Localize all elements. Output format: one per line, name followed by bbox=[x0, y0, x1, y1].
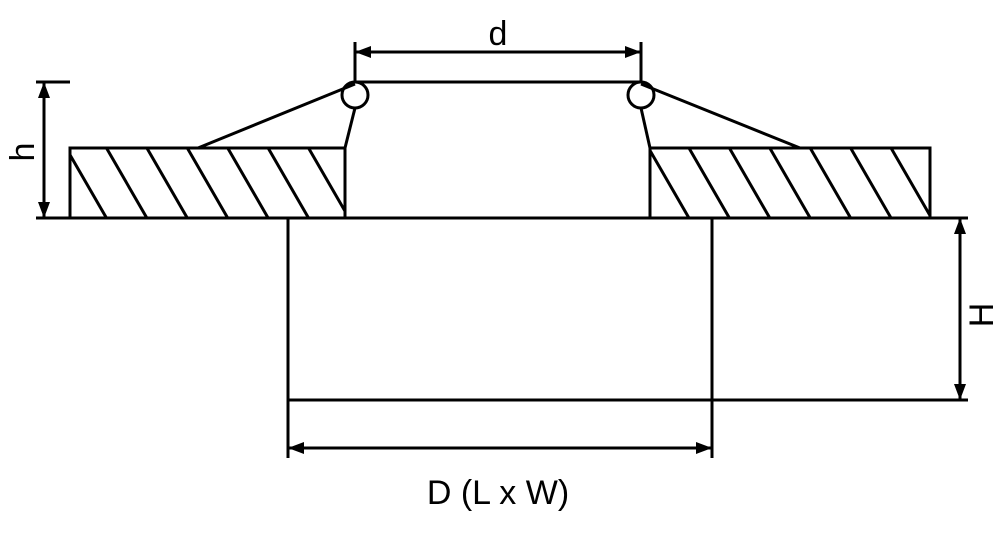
dim-label-h: h bbox=[4, 143, 42, 162]
dim-label-D: D (L x W) bbox=[427, 474, 569, 512]
dim-label-H: H bbox=[963, 303, 1000, 328]
dim-label-d: d bbox=[489, 15, 508, 53]
technical-drawing: d h H D (L x W) bbox=[0, 0, 1000, 544]
